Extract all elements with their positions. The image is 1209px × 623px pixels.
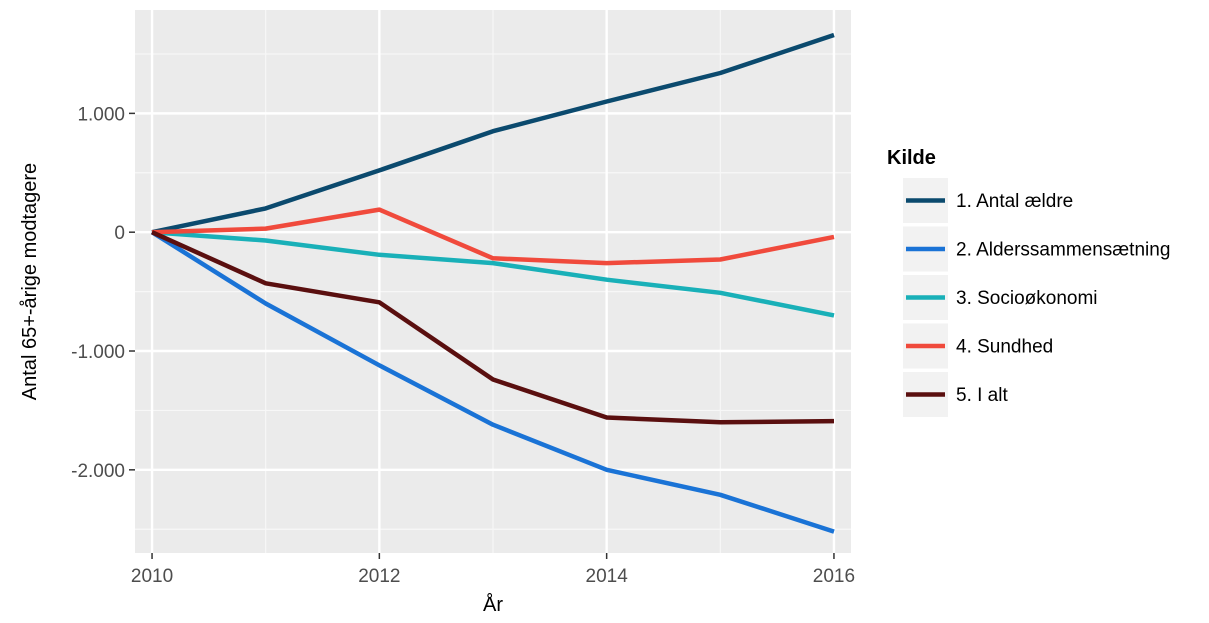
y-axis-tick-labels: 1.000 0 -1.000 -2.000 <box>71 104 125 481</box>
minor-gridlines <box>135 10 851 553</box>
x-axis-tick-labels: 2010 2012 2014 2016 <box>131 566 855 587</box>
legend-items: 1. Antal ældre 2. Alderssammensætning 3. S… <box>903 178 1170 417</box>
y-tick-label: 1.000 <box>77 104 125 125</box>
y-tick-label: -2.000 <box>71 461 125 482</box>
legend-item-1: 1. Antal ældre <box>903 178 1073 223</box>
legend-label: 3. Socioøkonomi <box>956 288 1098 309</box>
x-tick-label: 2014 <box>586 566 629 587</box>
axis-ticks <box>129 112 835 559</box>
series-line-1 <box>151 32 835 235</box>
x-tick-label: 2016 <box>813 566 855 587</box>
legend: Kilde 1. Antal ældre 2. Alderssammensætni… <box>887 147 1170 417</box>
legend-label: 2. Alderssammensætning <box>956 240 1170 261</box>
legend-title: Kilde <box>887 147 936 169</box>
series-line-3 <box>151 229 835 318</box>
series-line-2 <box>150 230 835 534</box>
y-axis-title: Antal 65+-årige modtagere <box>19 163 41 400</box>
x-tick-label: 2010 <box>131 566 173 587</box>
x-tick-label: 2012 <box>358 566 400 587</box>
legend-label: 1. Antal ældre <box>956 191 1073 212</box>
y-tick-label: 0 <box>114 223 125 244</box>
legend-item-4: 4. Sundhed <box>903 323 1053 369</box>
series-lines <box>150 32 835 534</box>
y-tick-label: -1.000 <box>71 342 125 363</box>
legend-item-2: 2. Alderssammensætning <box>903 226 1170 272</box>
legend-label: 4. Sundhed <box>956 337 1053 358</box>
series-line-5 <box>151 230 835 425</box>
legend-item-5: 5. I alt <box>903 372 1008 417</box>
series-line-4 <box>151 207 835 266</box>
x-axis-title: År <box>483 593 503 616</box>
legend-item-3: 3. Socioøkonomi <box>903 275 1098 320</box>
legend-label: 5. I alt <box>956 385 1008 406</box>
